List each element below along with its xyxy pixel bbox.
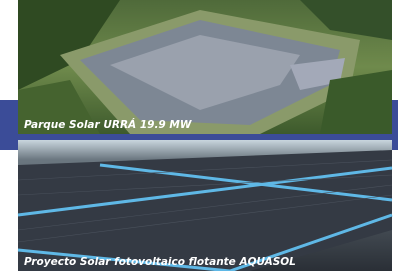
caption: Proyecto Solar fotovoltaico flotante AQU… (24, 256, 296, 268)
photo-aquasol: Proyecto Solar fotovoltaico flotante AQU… (18, 140, 392, 271)
caption: Parque Solar URRÁ 19.9 MW (24, 118, 192, 131)
page: Parque Solar URRÁ 19.9 MW Proyecto Solar… (0, 0, 398, 271)
photo-urra: Parque Solar URRÁ 19.9 MW (18, 0, 392, 134)
collage: Parque Solar URRÁ 19.9 MW Proyecto Solar… (0, 0, 398, 271)
